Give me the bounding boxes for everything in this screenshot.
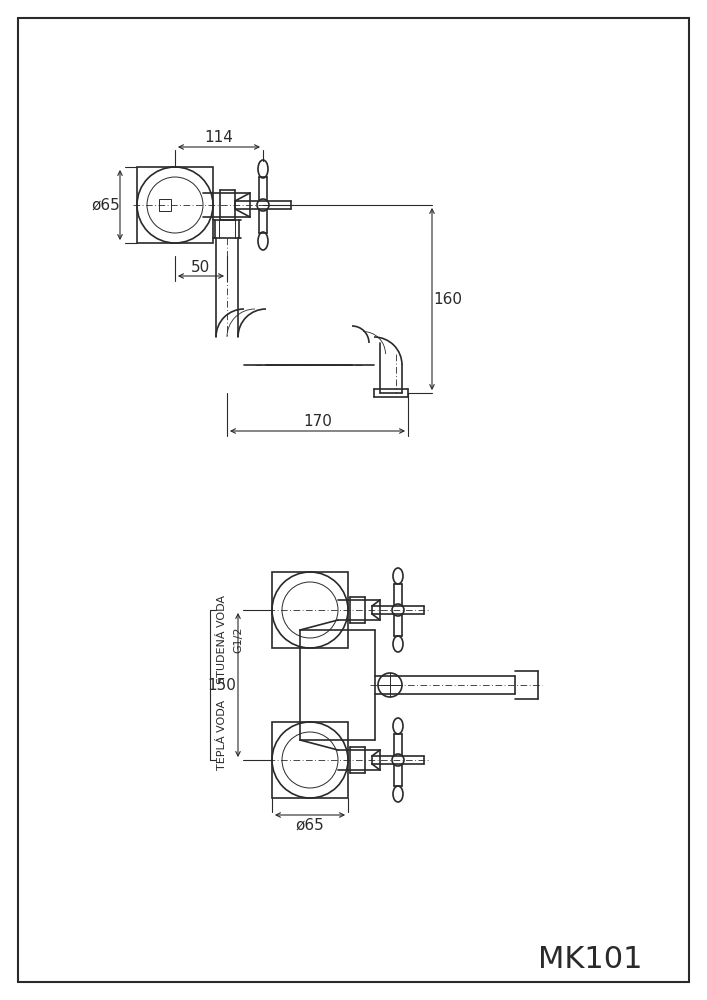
Bar	[159, 199, 171, 211]
Bar	[272, 572, 348, 648]
Bar	[272, 722, 348, 798]
Text: STUDENÁ VODA: STUDENÁ VODA	[217, 595, 227, 684]
Text: 170: 170	[303, 414, 332, 430]
Bar	[137, 167, 213, 243]
Text: 114: 114	[204, 130, 233, 145]
Text: 50: 50	[192, 260, 211, 275]
Text: TEPLÁ VODA: TEPLÁ VODA	[217, 700, 227, 770]
Text: G1/2: G1/2	[233, 627, 243, 653]
Text: 160: 160	[433, 292, 462, 306]
Text: ø65: ø65	[296, 818, 325, 832]
Text: ø65: ø65	[92, 198, 120, 213]
Text: MK101: MK101	[538, 946, 642, 974]
Text: 150: 150	[208, 678, 236, 692]
